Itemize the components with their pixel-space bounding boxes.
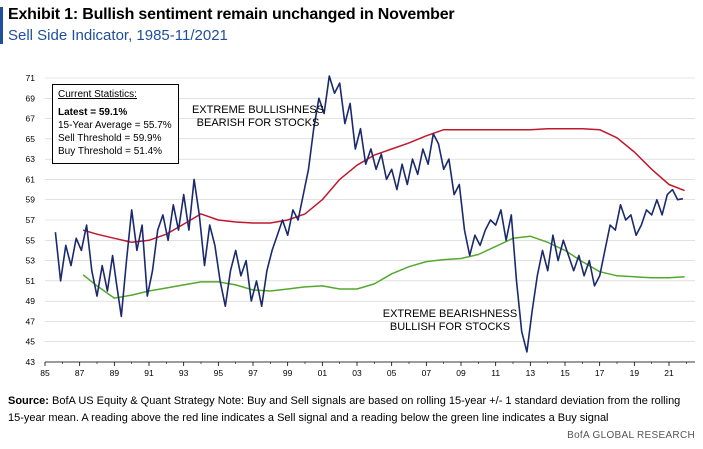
x-tick-label: 17	[595, 368, 605, 378]
brand-label: BofA GLOBAL RESEARCH	[567, 430, 695, 441]
y-tick-label: 61	[26, 174, 36, 184]
chart-title: Exhibit 1: Bullish sentiment remain unch…	[8, 6, 455, 23]
y-tick-label: 43	[26, 357, 36, 367]
annotation-extreme-bullishness: EXTREME BULLISHNESS BEARISH FOR STOCKS	[188, 104, 328, 130]
annotation-bear-line2: BULLISH FOR STOCKS	[389, 321, 511, 333]
series-line-indicator	[54, 75, 684, 353]
annotation-bear-line1: EXTREME BEARISHNESS	[382, 308, 518, 320]
x-tick-label: 89	[110, 368, 120, 378]
stats-sell-threshold: Sell Threshold = 59.9%	[58, 133, 162, 144]
x-tick-label: 05	[387, 368, 397, 378]
y-tick-label: 45	[26, 337, 36, 347]
stats-heading: Current Statistics:	[58, 89, 137, 100]
source-label: Source:	[8, 395, 49, 407]
y-tick-label: 53	[26, 256, 36, 266]
x-tick-label: 87	[75, 368, 85, 378]
x-tick-label: 99	[283, 368, 293, 378]
y-tick-label: 49	[26, 296, 36, 306]
x-tick-label: 07	[422, 368, 432, 378]
annotation-bull-line1: EXTREME BULLISHNESS	[191, 104, 325, 116]
stats-average: 15-Year Average = 55.7%	[58, 120, 172, 131]
sentiment-chart: 43 45 47 49 51 53 55 57 59 61 63 65 67 69 71 85 87 89 91 93…	[26, 73, 695, 378]
y-tick-label: 71	[26, 73, 36, 83]
chart-subtitle: Sell Side Indicator, 1985-11/2021	[8, 27, 228, 44]
y-tick-label: 65	[26, 134, 36, 144]
x-tick-label: 21	[664, 368, 674, 378]
y-tick-label: 69	[26, 93, 36, 103]
current-statistics-box: Current Statistics: Latest = 59.1% 15-Ye…	[52, 84, 179, 164]
x-tick-label: 19	[630, 368, 640, 378]
stats-buy-threshold: Buy Threshold = 51.4%	[58, 146, 163, 157]
x-tick-label: 15	[560, 368, 570, 378]
x-tick-label: 09	[456, 368, 466, 378]
series-line-buy	[82, 235, 685, 299]
y-tick-label: 67	[26, 114, 36, 124]
source-note: Source: BofA US Equity & Quant Strategy …	[8, 393, 698, 427]
x-tick-label: 13	[526, 368, 536, 378]
y-tick-label: 63	[26, 154, 36, 164]
source-text: BofA US Equity & Quant Strategy Note: Bu…	[8, 395, 681, 424]
axes: 43 45 47 49 51 53 55 57 59 61 63 65 67 69 71 85 87 89 91 93…	[26, 73, 695, 378]
x-tick-label: 91	[144, 368, 154, 378]
x-tick-label: 01	[318, 368, 328, 378]
title-accent-bar	[0, 7, 3, 44]
annotation-extreme-bearishness: EXTREME BEARISHNESS BULLISH FOR STOCKS	[380, 308, 520, 334]
series-lines	[54, 75, 685, 353]
x-tick-label: 11	[491, 368, 500, 378]
y-tick-label: 57	[26, 215, 36, 225]
x-tick-label: 95	[214, 368, 224, 378]
x-tick-label: 97	[248, 368, 258, 378]
x-tick-label: 93	[179, 368, 189, 378]
annotation-bull-line2: BEARISH FOR STOCKS	[196, 117, 320, 129]
series-line-sell	[82, 127, 685, 244]
y-tick-label: 47	[26, 316, 36, 326]
y-tick-label: 59	[26, 195, 36, 205]
x-tick-label: 03	[352, 368, 362, 378]
stats-latest: Latest = 59.1%	[58, 107, 128, 118]
y-tick-label: 55	[26, 235, 36, 245]
y-tick-label: 51	[26, 276, 36, 286]
x-tick-label: 85	[40, 368, 50, 378]
